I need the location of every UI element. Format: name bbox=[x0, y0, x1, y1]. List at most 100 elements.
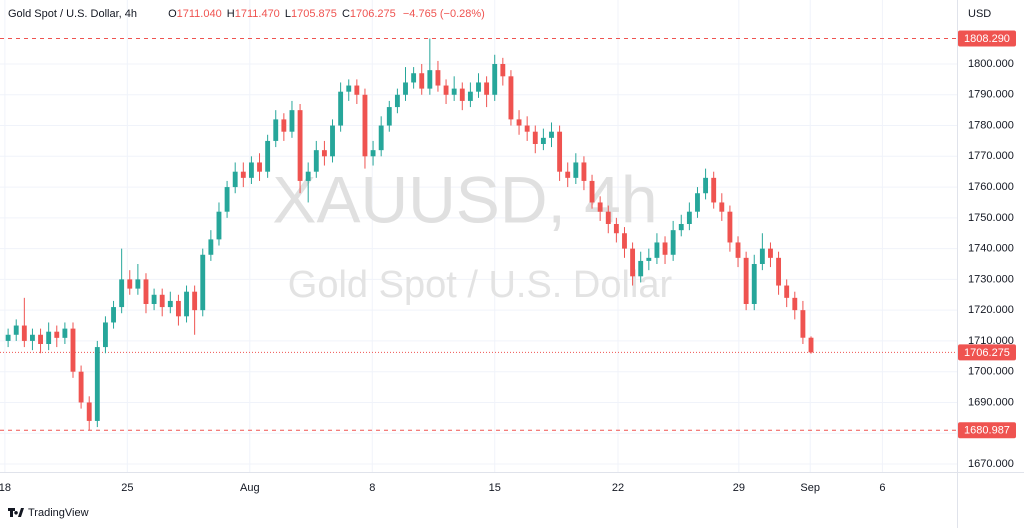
candle-body bbox=[321, 150, 327, 157]
candle-body bbox=[167, 300, 173, 308]
candle-body bbox=[759, 248, 765, 264]
candle-body bbox=[565, 171, 571, 178]
candle-body bbox=[662, 242, 668, 255]
candle-body bbox=[573, 162, 579, 178]
candle-body bbox=[427, 70, 433, 89]
candle-body bbox=[386, 107, 392, 126]
candle-body bbox=[159, 294, 165, 308]
y-tick-label: 1690.000 bbox=[968, 396, 1014, 408]
candle-body bbox=[338, 91, 344, 126]
candle-body bbox=[484, 82, 490, 95]
candle-body bbox=[13, 325, 19, 335]
x-tick-label: 29 bbox=[733, 482, 745, 494]
candle-body bbox=[305, 171, 311, 181]
candle-body bbox=[330, 125, 335, 157]
y-tick-label: 1790.000 bbox=[968, 89, 1014, 101]
c-value: 1706.275 bbox=[350, 8, 396, 20]
price-label-box bbox=[958, 30, 1016, 47]
price-label: 1706.275 bbox=[964, 347, 1010, 359]
x-tick-label: 25 bbox=[121, 482, 133, 494]
candle-body bbox=[670, 230, 676, 255]
o-value: 1711.040 bbox=[177, 8, 222, 20]
candle-body bbox=[751, 264, 757, 304]
candle-body bbox=[135, 279, 141, 289]
candle-body bbox=[638, 260, 644, 277]
y-tick-label: 1710.000 bbox=[968, 335, 1014, 347]
candle-body bbox=[313, 150, 319, 172]
candle-body bbox=[524, 125, 530, 132]
candle-body bbox=[435, 70, 441, 86]
candle-body bbox=[500, 64, 506, 77]
candle-body bbox=[5, 334, 11, 341]
candle-body bbox=[62, 328, 68, 338]
candle-body bbox=[808, 337, 814, 353]
candle-body bbox=[622, 233, 627, 249]
candle-body bbox=[443, 85, 449, 95]
candle-body bbox=[21, 325, 27, 341]
candle-body bbox=[557, 131, 563, 172]
y-tick-label: 1700.000 bbox=[968, 366, 1014, 378]
candle-body bbox=[46, 331, 52, 344]
candle-body bbox=[248, 162, 254, 178]
price-label: 1808.290 bbox=[964, 33, 1010, 45]
candle-body bbox=[102, 322, 108, 348]
watermark: XAUUSD, 4h Gold Spot / U.S. Dollar bbox=[272, 162, 672, 306]
candle-body bbox=[403, 82, 408, 95]
candle-body bbox=[703, 177, 709, 194]
candle-body bbox=[800, 310, 806, 338]
symbol: Gold Spot / U.S. Dollar, 4h bbox=[8, 8, 137, 20]
candle-body bbox=[727, 211, 733, 243]
candle-body bbox=[240, 171, 246, 178]
grid bbox=[0, 0, 957, 472]
candle-body bbox=[354, 85, 360, 95]
watermark-description: Gold Spot / U.S. Dollar bbox=[288, 264, 673, 306]
candle-body bbox=[597, 202, 603, 212]
candle-body bbox=[200, 254, 206, 311]
candle-body bbox=[346, 85, 352, 92]
logo-icon bbox=[8, 508, 24, 517]
candle-body bbox=[476, 82, 481, 92]
candle-body bbox=[508, 76, 514, 120]
y-tick-label: 1780.000 bbox=[968, 119, 1014, 131]
candle-body bbox=[184, 291, 189, 317]
candle-body bbox=[776, 257, 782, 286]
candle-body bbox=[630, 248, 636, 277]
candle-body bbox=[370, 150, 376, 157]
candle-body bbox=[411, 73, 417, 83]
logo: TradingView bbox=[8, 507, 89, 519]
price-label-box bbox=[958, 344, 1016, 361]
candle-body bbox=[695, 193, 700, 212]
logo-text: TradingView bbox=[28, 507, 89, 519]
candle-body bbox=[232, 171, 238, 188]
candle-body bbox=[127, 279, 133, 289]
candle-body bbox=[646, 257, 652, 261]
candle-body bbox=[281, 119, 287, 132]
y-tick-label: 1760.000 bbox=[968, 181, 1014, 193]
candle-body bbox=[94, 347, 100, 421]
price-label: 1680.987 bbox=[964, 425, 1010, 437]
candle-body bbox=[143, 279, 149, 304]
l-value: 1705.875 bbox=[291, 8, 337, 20]
c-label: C bbox=[342, 8, 350, 20]
candle-body bbox=[549, 131, 554, 138]
candle-body bbox=[678, 224, 684, 231]
y-tick-label: 1720.000 bbox=[968, 304, 1014, 316]
l-label: L bbox=[285, 8, 291, 20]
y-tick-label: 1750.000 bbox=[968, 212, 1014, 224]
candle-body bbox=[70, 328, 76, 372]
candle-body bbox=[516, 119, 522, 126]
candle-body bbox=[78, 371, 84, 403]
candle-body bbox=[378, 125, 384, 151]
candle-body bbox=[719, 202, 725, 212]
candle-body bbox=[686, 211, 692, 224]
y-tick-label: 1770.000 bbox=[968, 150, 1014, 162]
candle-body bbox=[394, 94, 400, 108]
x-tick-label: 15 bbox=[489, 482, 501, 494]
header: Gold Spot / U.S. Dollar, 4h O1711.040 H1… bbox=[8, 8, 485, 20]
candle-body bbox=[459, 88, 465, 101]
y-tick-label: 1730.000 bbox=[968, 273, 1014, 285]
x-tick-label: 18 bbox=[0, 482, 11, 494]
h-label: H bbox=[227, 8, 235, 20]
